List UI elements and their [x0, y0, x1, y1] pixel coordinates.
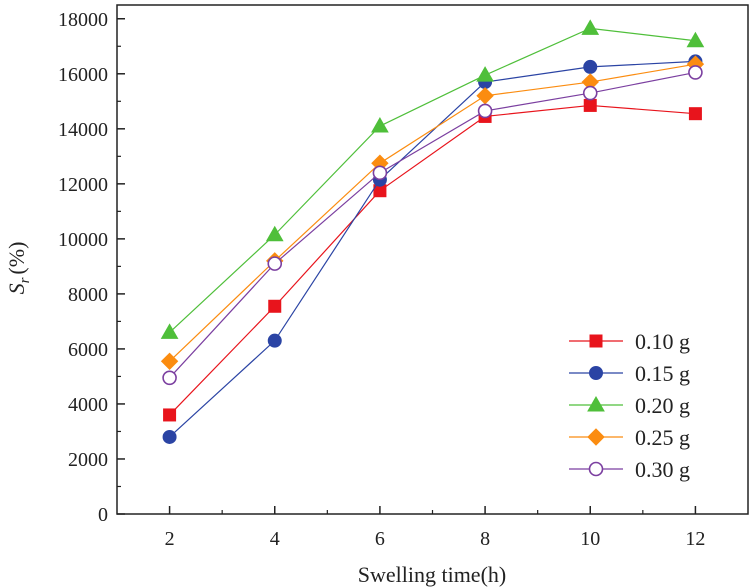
y-tick-label: 12000	[58, 174, 108, 196]
x-axis-title: Swelling time(h)	[358, 562, 506, 587]
data-point	[162, 429, 177, 444]
x-tick-label: 6	[375, 528, 385, 550]
legend-label: 0.25 g	[635, 425, 690, 450]
legend-label: 0.20 g	[635, 393, 690, 418]
legend-entry: 0.10 g	[569, 329, 690, 354]
y-tick-label: 8000	[68, 284, 108, 306]
y-tick-label: 10000	[58, 229, 108, 251]
data-point	[686, 31, 705, 48]
data-point	[583, 98, 597, 112]
data-point	[162, 370, 177, 386]
y-axis-ticks: 0 2000 4000 6000 8000 10000 12000 14000 16000 180…	[58, 9, 125, 526]
series-line	[169, 63, 696, 362]
data-point	[372, 165, 388, 181]
x-tick-label: 8	[480, 528, 490, 550]
data-point	[583, 59, 598, 74]
data-point	[688, 107, 702, 121]
y-axis-title-subscript: r	[17, 277, 33, 283]
data-point	[267, 333, 282, 348]
y-tick-label: 4000	[68, 394, 108, 416]
legend: 0.10 g 0.15 g 0.20 g 0.25 g 0.30 g	[569, 329, 690, 482]
series-line	[169, 71, 696, 379]
data-point	[581, 19, 600, 35]
y-tick-label: 0	[98, 504, 108, 526]
y-tick-label: 2000	[68, 449, 108, 471]
x-tick-label: 10	[580, 528, 600, 550]
series-3	[160, 19, 705, 339]
data-point	[688, 65, 703, 80]
data-point	[476, 66, 494, 82]
legend-marker	[588, 461, 604, 477]
data-point	[267, 256, 283, 271]
legend-label: 0.10 g	[635, 329, 690, 354]
x-tick-label: 4	[270, 528, 280, 550]
legend-entry: 0.30 g	[569, 457, 690, 482]
data-point	[371, 117, 389, 133]
series-5	[162, 65, 703, 386]
series-line	[169, 27, 696, 333]
legend-entry: 0.25 g	[569, 425, 690, 450]
legend-marker	[587, 428, 605, 446]
y-axis-title-symbol: S	[4, 283, 29, 294]
data-point	[160, 323, 179, 339]
x-tick-label: 2	[165, 528, 175, 550]
y-tick-label: 18000	[58, 9, 108, 31]
series-line	[169, 60, 696, 438]
y-tick-label: 14000	[58, 119, 108, 141]
data-point	[160, 352, 179, 371]
data-point	[477, 103, 493, 119]
data-point	[476, 87, 494, 105]
series-line	[169, 104, 696, 416]
y-axis-title-unit: (%)	[4, 242, 29, 275]
y-tick-label: 6000	[68, 339, 108, 361]
x-axis-ticks: 2 4 6 8 10 12	[165, 506, 705, 550]
legend-entry: 0.15 g	[569, 361, 690, 386]
data-point	[582, 85, 598, 101]
legend-marker	[587, 395, 605, 412]
legend-label: 0.30 g	[635, 457, 690, 482]
data-point	[163, 408, 177, 422]
data-point	[265, 225, 284, 242]
series-2	[162, 54, 703, 444]
data-point	[268, 299, 282, 313]
series-layer	[160, 19, 705, 444]
y-tick-label: 16000	[58, 64, 108, 86]
y-axis-title: Sr (%)	[4, 242, 33, 295]
legend-marker	[589, 334, 603, 348]
series-4	[160, 55, 705, 371]
legend-label: 0.15 g	[635, 361, 690, 386]
legend-entry: 0.20 g	[569, 393, 690, 418]
legend-marker	[589, 366, 603, 380]
x-tick-label: 12	[685, 528, 705, 550]
